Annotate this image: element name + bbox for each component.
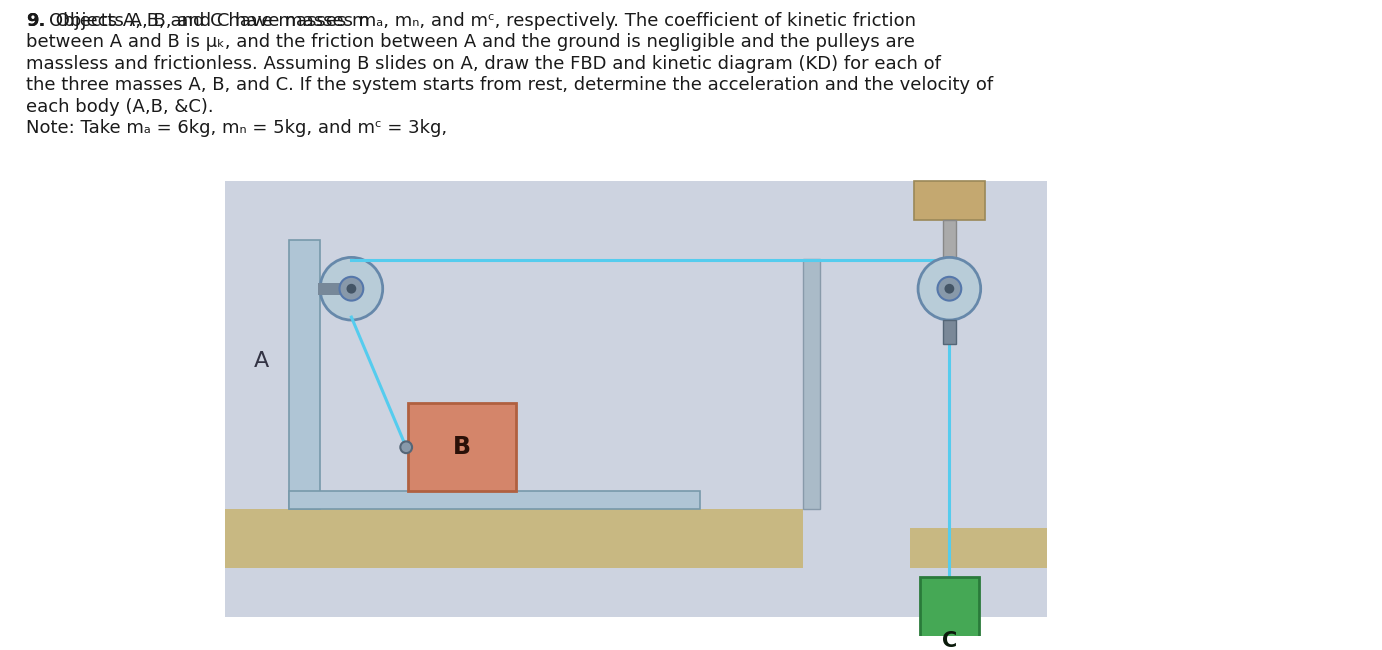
Bar xyxy=(318,283,351,294)
Text: Note: Take mₐ = 6kg, mₙ = 5kg, and mᶜ = 3kg,: Note: Take mₐ = 6kg, mₙ = 5kg, and mᶜ = … xyxy=(26,120,448,137)
Bar xyxy=(943,320,956,345)
Text: 9.: 9. xyxy=(26,12,46,30)
Circle shape xyxy=(918,257,981,320)
Circle shape xyxy=(321,257,383,320)
Circle shape xyxy=(937,277,962,300)
Text: 9.: 9. xyxy=(26,12,46,30)
Bar xyxy=(920,577,978,650)
Text: A: A xyxy=(254,351,269,371)
Text: B: B xyxy=(453,436,471,460)
Bar xyxy=(803,259,820,509)
Bar xyxy=(408,403,515,491)
Bar xyxy=(225,181,1048,617)
Text: C: C xyxy=(941,631,956,650)
Circle shape xyxy=(340,277,363,300)
Circle shape xyxy=(944,284,954,294)
Bar xyxy=(225,509,803,567)
Bar xyxy=(911,528,1048,567)
Text: the three masses A, B, and C. If the system starts from rest, determine the acce: the three masses A, B, and C. If the sys… xyxy=(26,76,994,94)
Bar xyxy=(914,181,984,220)
Text: each body (A,B, &C).: each body (A,B, &C). xyxy=(26,98,214,116)
Bar xyxy=(289,240,321,509)
Text: between A and B is μₖ, and the friction between A and the ground is negligible a: between A and B is μₖ, and the friction … xyxy=(26,33,915,51)
Bar xyxy=(289,491,699,509)
Text: massless and frictionless. Assuming B slides on A, draw the FBD and kinetic diag: massless and frictionless. Assuming B sl… xyxy=(26,55,941,73)
Circle shape xyxy=(401,441,412,453)
Bar xyxy=(943,220,956,284)
Text: Objects A, B, and C have masses m: Objects A, B, and C have masses m xyxy=(48,12,369,30)
Text: Objects A, B, and C have masses mₐ, mₙ, and mᶜ, respectively. The coefficient of: Objects A, B, and C have masses mₐ, mₙ, … xyxy=(50,12,916,30)
Circle shape xyxy=(347,284,357,294)
